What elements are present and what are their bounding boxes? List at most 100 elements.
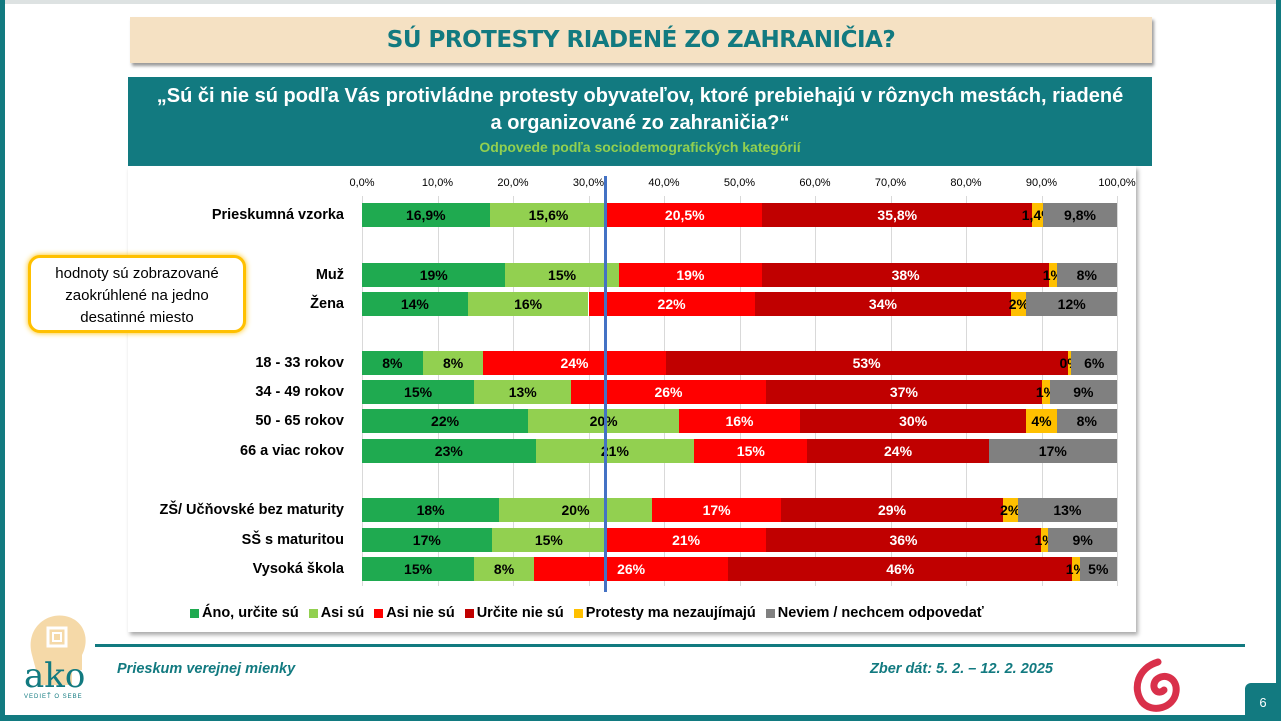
legend-swatch [573,608,583,618]
bar-segment: 9,8% [1043,203,1117,227]
question-box: „Sú či nie sú podľa Vás protivládne prot… [128,77,1152,166]
question-line-2: a organizované zo zahraničia?“ [490,112,790,134]
legend-label: Neviem / nechcem odpovedať [777,605,984,621]
bar-segment: 15% [694,439,808,463]
bar-segment: 22% [588,292,755,316]
bar-segment: 2% [1009,292,1029,316]
bar-segment: 4% [1026,409,1057,433]
bar-segment: 8% [1056,263,1117,287]
x-tick-label: 10,0% [421,177,454,189]
bar-segment: 9% [1049,380,1117,404]
bar-segment: 30% [799,409,1027,433]
top-edge [0,0,1281,4]
legend-item: Áno, určite sú [190,605,299,621]
category-label: 50 - 65 rokov [255,413,344,429]
gridline [1117,196,1118,586]
category-label: 34 - 49 rokov [255,384,344,400]
bar-segment: 5% [1079,557,1117,581]
category-label: 18 - 33 rokov [255,355,344,371]
bar-segment: 37% [765,380,1043,404]
x-tick-label: 40,0% [648,177,680,189]
bar-segment: 20,5% [607,203,763,227]
category-label: Žena [310,296,344,312]
bar-segment: 9% [1048,528,1117,552]
x-tick-label: 30,0% [572,177,605,189]
legend-item: Protesty ma nezaujímajú [573,605,756,621]
chart-subtitle: Odpovede podľa sociodemografických kateg… [479,139,801,155]
legend-label: Protesty ma nezaujímajú [585,605,756,621]
legend-swatch [190,608,199,618]
bar-segment: 15% [505,263,619,287]
legend-label: Asi sú [320,605,365,621]
legend-swatch [308,608,318,618]
ako-head-logo-icon [30,615,86,685]
bar-segment: 26% [571,380,766,404]
bar-segment: 8% [362,351,423,375]
footer-collection-date: Zber dát: 5. 2. – 12. 2. 2025 [870,661,1053,677]
legend-swatch [374,608,384,618]
left-border [0,0,5,721]
bar-segment: 8% [1056,409,1117,433]
bar-segment: 16% [679,409,800,433]
bar-segment: 35,8% [762,203,1033,227]
footer-survey-label: Prieskum verejnej mienky [117,661,296,677]
bar-segment: 1% [1034,528,1055,552]
footer-divider [95,644,1245,647]
bar-segment: 15% [362,380,475,404]
x-tick-label: 50,0% [723,177,756,189]
bar-segment: 21% [535,439,695,463]
bar-segment: 38% [762,263,1050,287]
bar-segment: 13% [474,380,572,404]
right-border [1276,0,1281,721]
category-label: 66 a viac rokov [240,443,344,459]
slide-title: SÚ PROTESTY RIADENÉ ZO ZAHRANIČIA? [130,17,1152,63]
page-number: 6 [1245,683,1281,721]
bar-segment: 18% [362,498,500,522]
bar-segment: 17% [988,439,1117,463]
bar-segment: 26% [533,557,729,581]
category-label: ZŠ/ Učňovské bez maturity [159,502,344,518]
x-tick-label: 60,0% [799,177,831,189]
bar-segment: 1% [1043,263,1063,287]
bar-segment: 1% [1066,557,1086,581]
reference-line [604,176,607,592]
bar-segment: 34% [754,292,1012,316]
legend-swatch [464,608,474,618]
x-tick-label: 90,0% [1025,177,1058,189]
bar-segment: 16% [467,292,589,316]
category-label: Vysoká škola [252,561,344,577]
bar-segment: 20% [499,498,652,522]
bar-segment: 15% [491,528,607,552]
bar-segment: 46% [728,557,1073,581]
chart-legend: Áno, určite sú Asi sú Asi nie sú Určite nie… [190,605,984,621]
bar-segment: 53% [665,351,1068,375]
bar-segment: 24% [807,439,989,463]
x-tick-label: 70,0% [874,177,907,189]
bar-segment: 29% [781,498,1003,522]
x-tick-label: 80,0% [950,177,982,189]
bar-segment: 19% [362,263,506,287]
ako-logo-tagline: VEDIEŤ O SEBE [24,694,83,700]
x-tick-label: 20,0% [497,177,529,189]
bar-segment: 20% [528,409,680,433]
bar-segment: 8% [422,351,484,375]
legend-item: Asi sú [308,605,365,621]
bar-segment: 8% [474,557,534,581]
legend-item: Určite nie sú [464,605,564,621]
legend-label: Áno, určite sú [202,605,299,621]
bar-segment: 2% [1000,498,1020,522]
bar-segment: 36% [766,528,1041,552]
bar-segment: 15% [362,557,475,581]
bar-segment: 17% [651,498,782,522]
bar-segment: 13% [1017,498,1117,522]
bar-segment: 24% [483,351,666,375]
bar-segment: 16,9% [362,203,490,227]
category-label: Muž [315,267,344,283]
x-tick-label: 0,0% [349,177,375,189]
bar-segment: 19% [618,263,763,287]
rounding-note: hodnoty sú zobrazované zaokrúhlené na je… [28,255,246,333]
category-label: Prieskumná vzorka [211,207,344,223]
legend-item: Asi nie sú [374,605,455,621]
legend-label: Asi nie sú [386,605,455,621]
ako-logo-text: ako [24,656,86,696]
